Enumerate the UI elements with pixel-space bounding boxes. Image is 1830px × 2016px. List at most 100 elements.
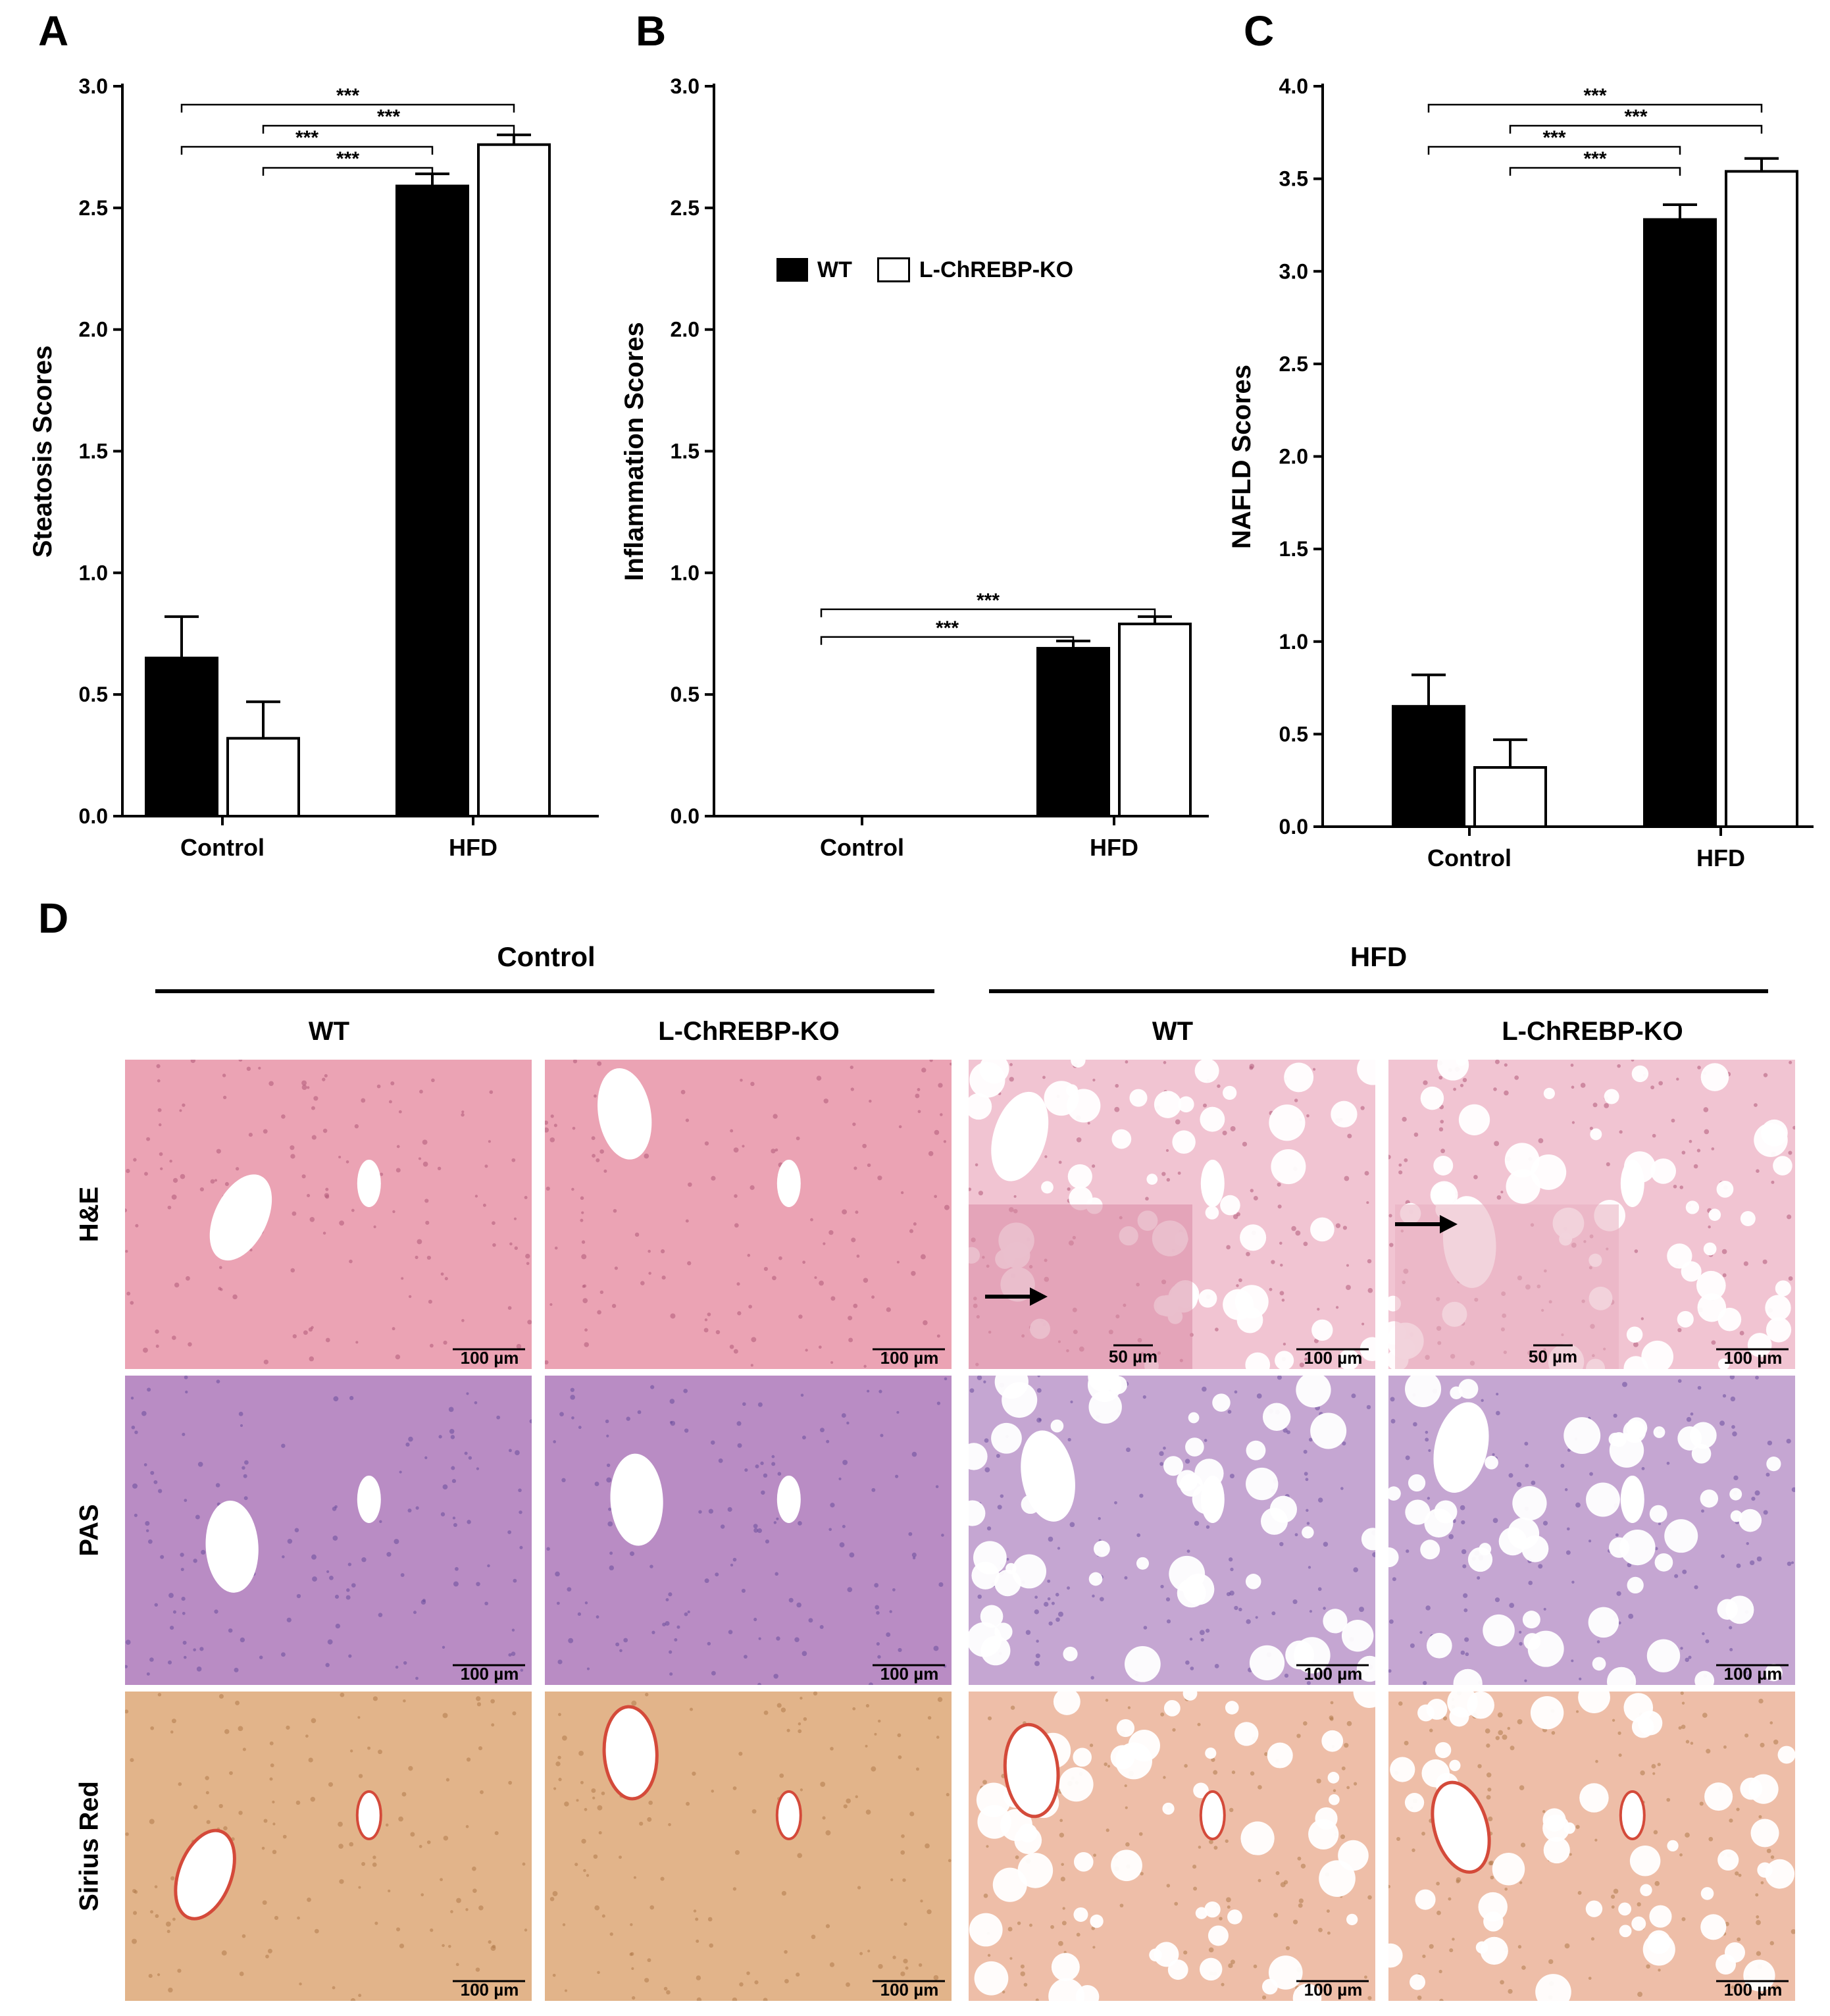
nucleus	[892, 1955, 896, 1959]
nucleus	[648, 1800, 653, 1805]
nucleus	[1681, 1150, 1686, 1155]
row-label-sirius-red: Sirius Red	[74, 1781, 104, 1911]
nucleus	[545, 1360, 549, 1365]
nucleus	[228, 1628, 233, 1633]
nucleus	[1346, 1720, 1352, 1726]
y-tick-label: 3.0	[671, 74, 699, 98]
nucleus	[1050, 1925, 1054, 1929]
nucleus	[385, 1823, 389, 1827]
nucleus	[1581, 1299, 1585, 1303]
nucleus	[272, 1822, 276, 1826]
nucleus	[621, 1489, 626, 1494]
nucleus	[1217, 1084, 1221, 1088]
nucleus	[1087, 1122, 1090, 1125]
nucleus	[1762, 1259, 1767, 1264]
nucleus	[1609, 1299, 1615, 1305]
nucleus	[1427, 1497, 1431, 1500]
nucleus	[640, 1281, 645, 1285]
nucleus	[311, 1135, 317, 1140]
nucleus	[453, 1581, 459, 1587]
nucleus	[865, 1704, 870, 1708]
nucleus	[1029, 1325, 1033, 1330]
nucleus	[1113, 1354, 1117, 1358]
nucleus	[875, 1605, 880, 1610]
lipid-droplet	[1110, 1745, 1135, 1770]
nucleus	[324, 1073, 328, 1078]
nucleus	[978, 1191, 983, 1196]
nucleus	[1107, 1765, 1111, 1768]
scale-bar-label-50: 50 µm	[1109, 1347, 1157, 1366]
lipid-droplet	[1198, 1289, 1217, 1308]
nucleus	[1249, 1066, 1254, 1070]
nucleus	[1615, 1533, 1619, 1537]
nucleus	[1275, 1410, 1280, 1415]
nucleus	[1486, 1795, 1491, 1800]
nucleus	[338, 1821, 343, 1827]
nucleus	[871, 1766, 877, 1772]
nucleus	[998, 1651, 1002, 1655]
nucleus	[1613, 1888, 1619, 1894]
nucleus	[328, 1782, 334, 1787]
lipid-droplet	[1704, 1782, 1733, 1811]
nucleus	[1729, 1819, 1733, 1823]
nucleus	[1674, 1574, 1679, 1578]
lipid-droplet	[1388, 1295, 1401, 1312]
nucleus	[155, 1344, 159, 1348]
nucleus	[729, 1344, 734, 1349]
nucleus	[180, 1568, 184, 1572]
nucleus	[1269, 1287, 1273, 1291]
nucleus	[1551, 1731, 1556, 1735]
nucleus	[258, 1066, 261, 1070]
nucleus	[1770, 1129, 1775, 1135]
nucleus	[1058, 1160, 1062, 1164]
nucleus	[733, 1147, 739, 1153]
panel-letter-a: A	[38, 7, 69, 55]
nucleus	[1163, 1061, 1167, 1064]
nucleus	[374, 1921, 378, 1925]
nucleus	[1025, 1858, 1031, 1864]
nucleus	[1611, 1905, 1615, 1909]
nucleus	[313, 1096, 318, 1101]
nucleus	[1733, 1475, 1739, 1481]
significance-bracket	[820, 636, 1075, 645]
nucleus	[466, 1757, 471, 1762]
nucleus	[1229, 1590, 1234, 1596]
nucleus	[1306, 1522, 1310, 1525]
nucleus	[361, 1098, 366, 1103]
nucleus	[732, 1997, 738, 2001]
nucleus	[720, 1524, 725, 1529]
nucleus	[1184, 1764, 1188, 1768]
nucleus	[1313, 1338, 1319, 1343]
nucleus	[326, 1570, 330, 1573]
nucleus	[859, 1951, 863, 1955]
lipid-droplet	[1492, 1853, 1525, 1886]
nucleus	[1549, 1981, 1554, 1986]
lipid-droplet	[1192, 1484, 1223, 1514]
nucleus	[1639, 1713, 1642, 1717]
nucleus	[1296, 1967, 1302, 1973]
nucleus	[1159, 1451, 1164, 1457]
nucleus	[1092, 1594, 1095, 1598]
x-tick-label: HFD	[1090, 834, 1138, 861]
lipid-droplet	[1708, 1208, 1721, 1222]
nucleus	[1200, 1638, 1204, 1642]
lipid-droplet	[1167, 1309, 1183, 1324]
nucleus	[511, 1628, 515, 1632]
nucleus	[1300, 1863, 1306, 1869]
nucleus	[742, 1402, 746, 1407]
legend-swatch-ko	[877, 257, 910, 282]
nucleus	[1736, 1807, 1740, 1811]
nucleus	[1202, 1386, 1207, 1392]
nucleus	[1637, 1992, 1643, 1997]
nucleus	[773, 1521, 777, 1524]
nucleus	[1428, 1449, 1431, 1452]
nucleus	[327, 1639, 333, 1645]
lipid-droplet	[998, 1222, 1034, 1258]
nucleus	[1589, 1126, 1593, 1130]
lipid-droplet	[1261, 1978, 1278, 1995]
nucleus	[263, 1359, 268, 1364]
nucleus	[1251, 1230, 1256, 1235]
nucleus	[1606, 1247, 1609, 1251]
nucleus	[1038, 1418, 1042, 1422]
nucleus	[149, 1910, 154, 1914]
